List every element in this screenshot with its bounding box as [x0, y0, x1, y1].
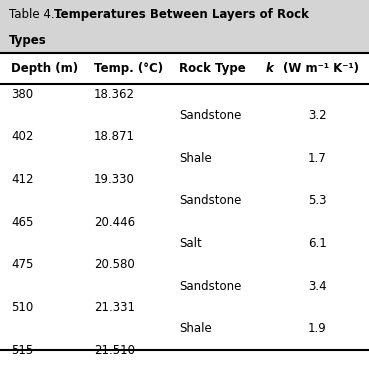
Text: (W m⁻¹ K⁻¹): (W m⁻¹ K⁻¹) [283, 62, 359, 75]
Text: Sandstone: Sandstone [179, 109, 241, 122]
Text: Types: Types [9, 33, 47, 46]
Text: 18.362: 18.362 [94, 88, 135, 101]
Text: 3.4: 3.4 [308, 280, 327, 293]
Text: 6.1: 6.1 [308, 237, 327, 250]
Text: Depth (m): Depth (m) [11, 62, 78, 75]
Text: 515: 515 [11, 344, 33, 357]
Bar [0, 0, 369, 53]
Text: Shale: Shale [179, 322, 212, 336]
Text: 20.580: 20.580 [94, 258, 135, 272]
Text: 465: 465 [11, 216, 34, 229]
Text: Table 4.1: Table 4.1 [9, 8, 66, 21]
Text: 1.7: 1.7 [308, 152, 327, 165]
Text: 21.510: 21.510 [94, 344, 135, 357]
Text: 5.3: 5.3 [308, 194, 327, 208]
Text: Salt: Salt [179, 237, 202, 250]
Text: 402: 402 [11, 130, 34, 144]
Text: Temp. (°C): Temp. (°C) [94, 62, 163, 75]
Text: 412: 412 [11, 173, 34, 186]
Text: 3.2: 3.2 [308, 109, 327, 122]
Text: Rock Type: Rock Type [179, 62, 246, 75]
Text: 475: 475 [11, 258, 34, 272]
Text: 19.330: 19.330 [94, 173, 135, 186]
Text: 20.446: 20.446 [94, 216, 135, 229]
Text: 510: 510 [11, 301, 33, 314]
Text: 18.871: 18.871 [94, 130, 135, 144]
Text: 1.9: 1.9 [308, 322, 327, 336]
Text: k: k [266, 62, 273, 75]
Text: Sandstone: Sandstone [179, 280, 241, 293]
Text: 380: 380 [11, 88, 33, 101]
Text: Shale: Shale [179, 152, 212, 165]
Text: Temperatures Between Layers of Rock: Temperatures Between Layers of Rock [54, 8, 309, 21]
Text: Sandstone: Sandstone [179, 194, 241, 208]
Text: 21.331: 21.331 [94, 301, 135, 314]
